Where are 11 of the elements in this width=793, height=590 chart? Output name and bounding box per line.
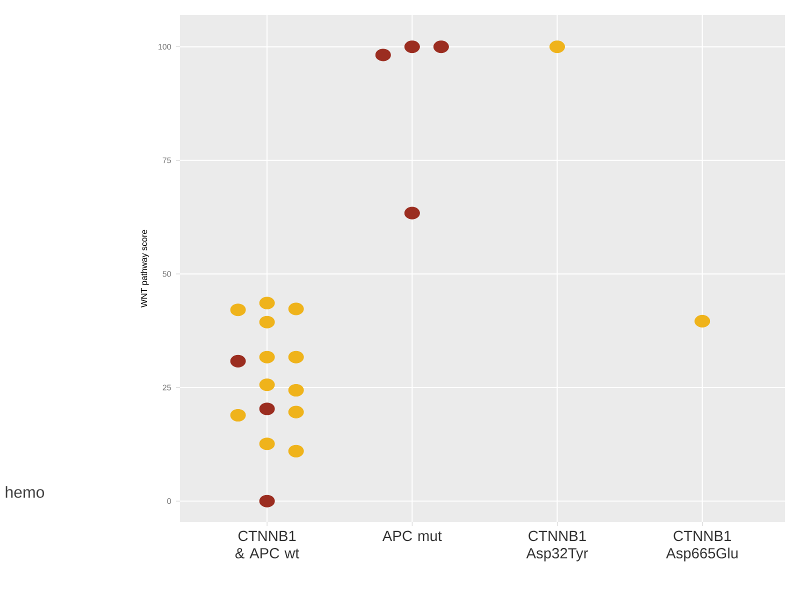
y-tick-label: 0: [167, 498, 171, 504]
y-tick-label: 50: [162, 271, 171, 277]
x-tick-label: CTNNB1 & APC wt: [235, 530, 300, 558]
text: hemo: [6, 486, 44, 498]
x-tick-label: APC mut: [382, 530, 442, 542]
y-tick-label: 25: [162, 384, 171, 390]
x-tick-label: CTNNB1 Asp665Glu: [666, 530, 738, 562]
y-axis-title: WNT pathway score: [140, 230, 149, 308]
y-tick-label: 75: [162, 158, 171, 164]
y-tick-label: 100: [158, 44, 171, 50]
x-tick-label: CTNNB1 Asp32Tyr: [526, 530, 588, 562]
